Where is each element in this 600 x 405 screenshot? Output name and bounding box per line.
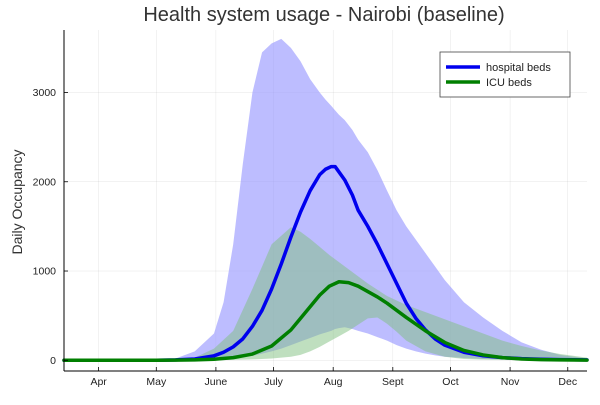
x-tick-label-july: July	[264, 376, 283, 388]
y-tick-label-1000: 1000	[33, 266, 57, 278]
x-tick-label-june: June	[205, 376, 228, 388]
x-tick-label-may: May	[146, 376, 167, 388]
series-line-hospital-beds	[62, 164, 589, 363]
y-tick-label-2000: 2000	[33, 176, 57, 188]
x-tick-label-nov: Nov	[501, 376, 520, 388]
x-tick-label-sept: Sept	[382, 376, 404, 388]
legend: hospital beds ICU beds	[439, 51, 571, 98]
series-line-icu-beds	[62, 279, 589, 363]
x-tick-label-aug: Aug	[324, 376, 343, 388]
band-hospital-beds	[64, 38, 587, 361]
band-icu-beds	[64, 227, 587, 361]
y-tick-label-3000: 3000	[33, 87, 57, 99]
x-tick-label-apr: Apr	[90, 376, 107, 388]
y-axis-label: Daily Occupancy	[9, 149, 25, 254]
legend-label-hospital-beds: hospital beds	[486, 62, 551, 74]
axis-layer	[63, 30, 587, 372]
y-tick-label-0: 0	[50, 355, 56, 367]
tick-layer: Apr May June July Aug Sept Oct Nov Dec 0 1000 2000 3…	[33, 87, 577, 388]
band-layer	[64, 38, 587, 361]
legend-box	[439, 51, 571, 98]
chart-title: Health system usage - Nairobi (baseline)	[143, 4, 504, 26]
legend-label-icu-beds: ICU beds	[486, 77, 532, 89]
line-layer	[62, 164, 589, 363]
x-tick-label-dec: Dec	[558, 376, 577, 388]
x-tick-label-oct: Oct	[442, 376, 458, 388]
